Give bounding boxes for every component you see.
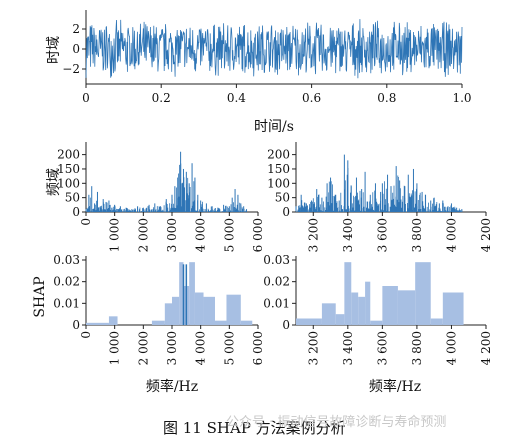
x-tick-label: 5 000 [222, 331, 236, 365]
y-tick-label: 0 [282, 318, 290, 332]
shap-bar [240, 320, 253, 325]
x-tick-label: 4 200 [479, 331, 493, 365]
panel-shap-zoom: 0.03 0.02 0.01 0 3 200 3 400 3 600 3 800 4 000 4 … [263, 253, 493, 395]
x-tick-label: 3 400 [341, 218, 355, 252]
x-tick-label: 3 800 [410, 331, 424, 365]
x-tick-label: 4 000 [194, 331, 208, 365]
y-tick-label: 0.01 [53, 296, 80, 310]
x-tick-label: 5 000 [222, 218, 236, 252]
y-tick-label: 0 [72, 318, 80, 332]
x-tick-label: 4 000 [444, 218, 458, 252]
watermark-text: 公众号 · 振动信号故障诊断与寿命预测 [226, 414, 446, 430]
shap-bar [172, 296, 180, 325]
x-tick-label: 1 000 [108, 218, 122, 252]
shap-bar [189, 262, 195, 325]
x-tick-label: 4 000 [444, 331, 458, 365]
x-tick-label: 0.6 [302, 91, 321, 105]
y-tick-label: 150 [57, 162, 80, 176]
x-tick-label: 2 000 [136, 218, 150, 252]
x-tick-label: 0 [79, 218, 93, 226]
shap-bar [296, 318, 322, 325]
y-tick-label: 0.02 [53, 275, 80, 289]
figure-caption: 图 11 SHAP 方法案例分析 [163, 419, 346, 437]
x-axis-label: 时间/s [254, 119, 294, 135]
y-tick-label: 50 [65, 191, 80, 205]
y-tick-label: 0 [282, 205, 290, 219]
x-axis-label: 频率/Hz [369, 378, 421, 395]
y-tick-label: 0.01 [263, 296, 290, 310]
shap-bar [164, 303, 172, 325]
shap-bar [382, 286, 398, 325]
spectrum-lines [295, 168, 463, 212]
shap-bar [370, 320, 383, 325]
y-tick-label: 0 [72, 205, 80, 219]
shap-bar [344, 262, 352, 325]
x-tick-label: 0 [79, 331, 93, 339]
shap-bar [321, 303, 336, 325]
shap-bar [365, 281, 371, 325]
x-tick-label: 1 000 [108, 331, 122, 365]
x-tick-label: 1.0 [452, 91, 471, 105]
shap-bar [179, 262, 184, 325]
shap-bar [194, 292, 204, 325]
y-tick-label: 100 [267, 176, 290, 190]
x-tick-label: 6 000 [251, 218, 265, 252]
x-axis-label: 频率/Hz [146, 378, 198, 395]
y-tick-label: 150 [267, 162, 290, 176]
x-tick-label: 3 000 [165, 218, 179, 252]
x-tick-label: 3 800 [410, 218, 424, 252]
x-tick-label: 3 000 [165, 331, 179, 365]
shap-bar [415, 262, 431, 325]
y-tick-label: 0 [72, 42, 80, 56]
y-tick-label: −2 [62, 62, 80, 76]
x-tick-label: 0.8 [377, 91, 396, 105]
shap-bar [203, 296, 215, 325]
shap-bar [86, 322, 109, 325]
shap-bar [108, 316, 118, 325]
y-axis-label: 频域 [46, 168, 62, 196]
shap-bar [215, 320, 227, 325]
x-tick-label: 3 600 [375, 218, 389, 252]
x-tick-label: 0.2 [152, 91, 171, 105]
panel-shap-full: 0.03 0.02 0.01 00 1 000 2 000 3 000 4 000 5 000 6… [32, 253, 265, 395]
y-tick-label: 2 [72, 22, 80, 36]
x-tick-label: 2 000 [136, 331, 150, 365]
x-tick-label: 3 200 [306, 218, 320, 252]
x-tick-label: 3 200 [306, 331, 320, 365]
shap-bar [226, 294, 241, 325]
x-tick-label: 0 [82, 91, 90, 105]
y-axis-label: 时域 [46, 36, 62, 64]
x-tick-label: 6 000 [251, 331, 265, 365]
x-tick-label: 3 600 [375, 331, 389, 365]
y-tick-label: 200 [57, 148, 80, 162]
shap-bar [442, 292, 464, 325]
y-tick-label: 200 [267, 148, 290, 162]
shap-bar [151, 320, 165, 325]
shap-bar [335, 314, 345, 325]
y-tick-label: 0.03 [263, 253, 290, 267]
shap-bar [351, 292, 359, 325]
y-tick-label: 100 [57, 176, 80, 190]
y-axis-label: SHAP [32, 276, 48, 317]
y-tick-label: 50 [275, 191, 290, 205]
shap-bar [397, 290, 416, 325]
x-tick-label: 4 000 [194, 218, 208, 252]
x-tick-label: 4 200 [479, 218, 493, 252]
y-tick-label: 0.03 [53, 253, 80, 267]
y-tick-label: 0.02 [263, 275, 290, 289]
shap-bar [358, 296, 366, 325]
shap-bar [430, 318, 443, 325]
x-tick-label: 0.4 [227, 91, 246, 105]
x-tick-label: 3 400 [341, 331, 355, 365]
time-signal-line [85, 19, 463, 79]
